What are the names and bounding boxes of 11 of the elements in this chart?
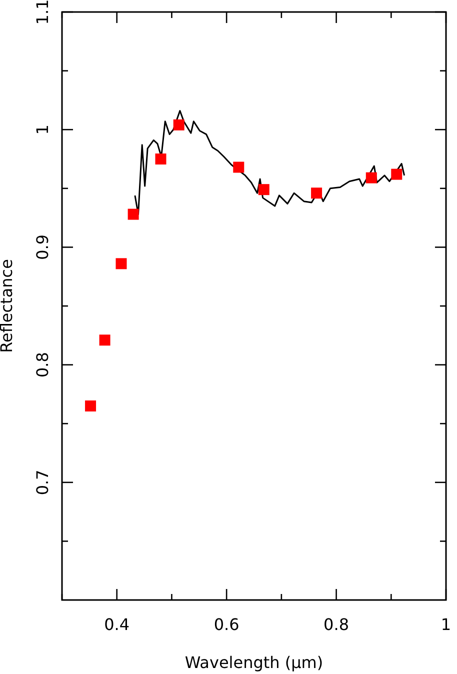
x-tick-label: 0.4 <box>104 615 130 634</box>
y-tick-label: 1 <box>33 124 52 135</box>
y-axis-title: Reflectance <box>0 259 16 353</box>
y-tick-label: 0.9 <box>33 234 52 260</box>
x-tick-label: 0.8 <box>324 615 350 634</box>
y-tick-label: 0.8 <box>33 352 52 378</box>
x-axis-title: Wavelength (μm) <box>184 653 324 672</box>
x-tick-label: 1 <box>440 615 452 634</box>
y-tick-label: 0.7 <box>33 470 52 496</box>
x-tick-label: 0.6 <box>214 615 240 634</box>
y-tick-label: 1.1 <box>33 0 52 25</box>
